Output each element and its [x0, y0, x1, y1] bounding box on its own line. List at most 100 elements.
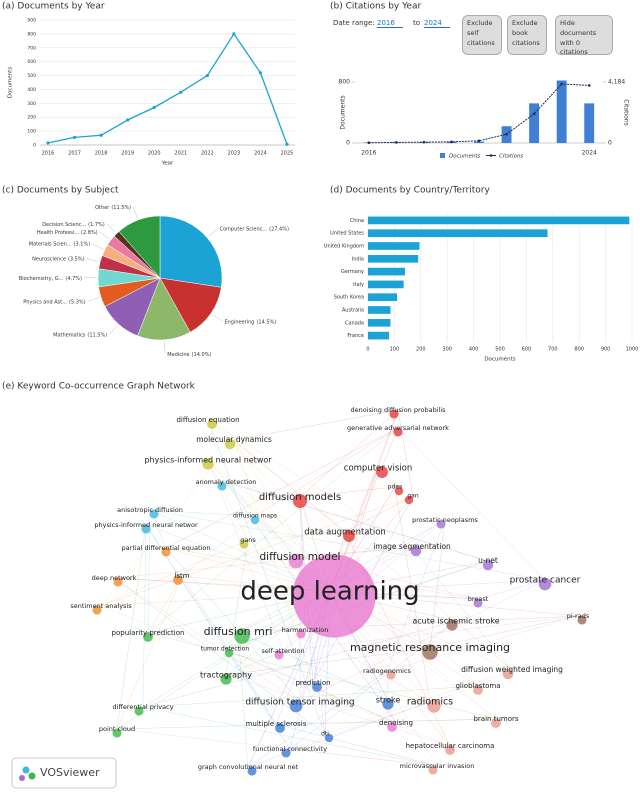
node — [247, 766, 257, 776]
node — [387, 722, 397, 732]
edge — [455, 620, 513, 671]
y2-tick-label: 4,184 — [608, 79, 625, 86]
leader-line — [99, 231, 110, 240]
edge — [224, 648, 397, 724]
edge — [377, 409, 399, 469]
keyword-label: harmonization — [282, 626, 329, 634]
keyword-label: generative adversarial network — [347, 424, 449, 432]
x-tick-label: 2025 — [281, 151, 294, 157]
pie-label: Mathematics (11.5%) — [53, 332, 107, 338]
pie-slice — [159, 277, 222, 333]
edge — [247, 531, 346, 541]
bar — [368, 280, 404, 289]
marker — [367, 141, 371, 145]
value-label: (3.5%) — [68, 256, 85, 262]
node — [143, 632, 153, 642]
edge — [299, 579, 546, 703]
marker — [72, 135, 77, 139]
y-tick-label: 100 — [27, 129, 36, 135]
edge — [147, 427, 399, 634]
edge — [116, 591, 331, 730]
chart-title: (d) Documents by Country/Territory — [330, 186, 490, 196]
button[interactable]: Exclude self citations — [462, 15, 502, 55]
x-tick-label: 2019 — [121, 151, 134, 157]
keyword-label: lstm — [174, 572, 189, 580]
node — [224, 648, 234, 658]
marker — [587, 84, 591, 87]
date-to-select[interactable]: 2024 — [424, 19, 450, 28]
node — [376, 466, 388, 478]
node — [389, 409, 399, 419]
edge — [237, 631, 249, 768]
edge — [386, 615, 579, 672]
y-tick-label: 600 — [27, 59, 36, 65]
legend-swatch — [489, 154, 493, 157]
edge — [165, 547, 301, 703]
node — [161, 547, 171, 557]
keyword-label: tumor detection — [201, 646, 250, 653]
edge — [233, 439, 314, 684]
category-label: Medicine — [167, 351, 189, 357]
category-label: Other — [95, 204, 110, 210]
bar — [368, 254, 419, 263]
bar — [368, 331, 390, 340]
button[interactable]: Exclude book citations — [507, 15, 547, 55]
marker — [99, 133, 103, 137]
keyword-label: self-attention — [261, 647, 304, 655]
edge — [397, 427, 546, 581]
marker — [46, 141, 50, 145]
node — [482, 559, 494, 571]
x-tick-label: 2021 — [174, 151, 187, 157]
edge — [225, 647, 431, 676]
edge — [429, 615, 579, 649]
edge — [181, 515, 256, 577]
button[interactable]: Hide documents with 0 citations — [555, 15, 613, 56]
keyword-label: molecular dynamics — [196, 435, 272, 444]
node — [436, 519, 446, 529]
keyword-label: radiomics — [407, 697, 453, 708]
logo-icon — [28, 772, 36, 780]
value-label: (3.1%) — [74, 241, 91, 247]
marker — [232, 32, 236, 36]
keyword-label: brain tumors — [473, 715, 518, 723]
edge — [247, 701, 431, 768]
y-tick-label: India — [352, 256, 364, 262]
keyword-label: hepatocellular carcinoma — [406, 742, 495, 750]
value-label: (4.7%) — [65, 275, 82, 281]
bar — [368, 242, 420, 250]
edge — [113, 577, 326, 735]
node — [394, 486, 404, 496]
edge — [100, 591, 331, 607]
category-label: Health Professi... — [37, 229, 80, 235]
bar — [368, 306, 391, 314]
x-tick-label: 400 — [469, 347, 479, 353]
keyword-label: multiple sclerosis — [246, 720, 307, 728]
y-tick-label: United Kingdom — [324, 244, 364, 250]
x-tick-label: 1000 — [626, 347, 639, 353]
keyword-label: anomaly detection — [196, 478, 257, 486]
date-from-select[interactable]: 2016 — [377, 19, 403, 28]
keyword-label: deep network — [92, 574, 137, 582]
keyword-label: image segmentation — [373, 542, 451, 551]
node — [292, 554, 376, 638]
keyword-label: anisotropic diffusion — [117, 506, 183, 514]
node — [427, 699, 441, 713]
node — [281, 748, 291, 758]
node — [234, 628, 250, 644]
edge — [344, 495, 414, 533]
node — [220, 673, 232, 685]
category-label: Neuroscience — [32, 256, 66, 262]
bar — [368, 267, 405, 276]
node — [275, 723, 285, 733]
edge — [387, 699, 431, 703]
category-label: Computer Scienc... — [220, 226, 268, 232]
keyword-label: prostatic neoplasms — [412, 516, 478, 524]
keyword-label: diffusion maps — [233, 513, 277, 520]
keyword-label: functional connectivity — [253, 745, 327, 753]
edge — [116, 524, 147, 730]
keyword-label: point cloud — [99, 725, 135, 733]
node — [217, 481, 227, 491]
y-tick-label: 300 — [27, 101, 36, 107]
edge — [289, 620, 457, 750]
